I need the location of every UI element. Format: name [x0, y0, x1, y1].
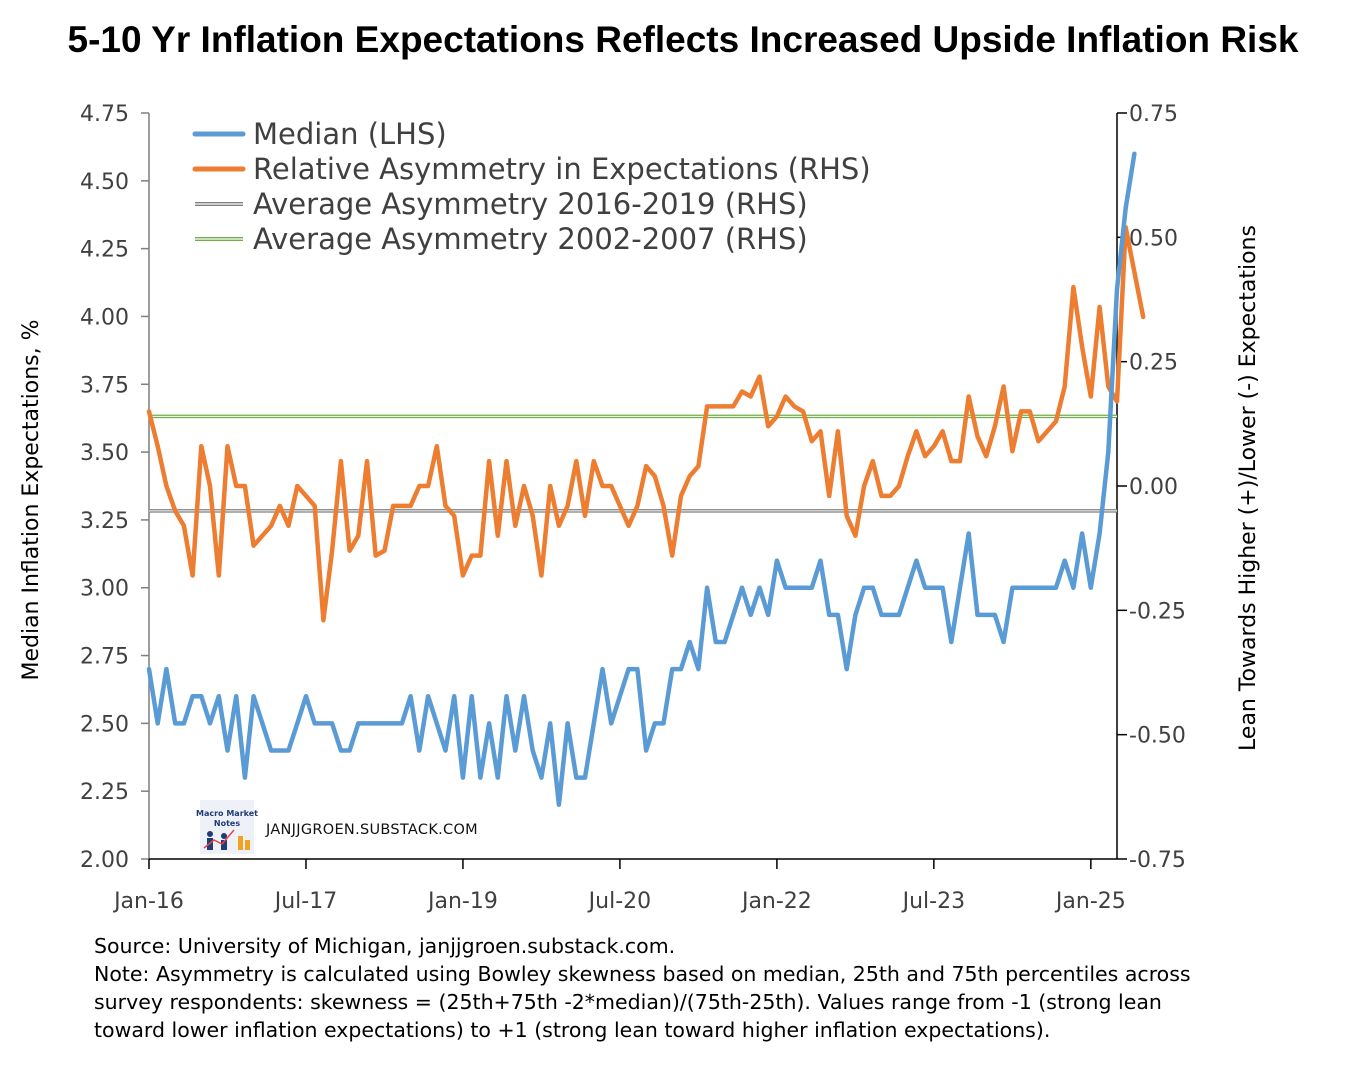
- left-tick-label: 2.00: [80, 848, 129, 873]
- left-tick-label: 4.25: [80, 238, 129, 263]
- method-note-line-2: survey respondents: skewness = (25th+75t…: [94, 990, 1162, 1014]
- method-note-line-1: Note: Asymmetry is calculated using Bowl…: [94, 962, 1191, 986]
- left-tick-label: 3.50: [80, 441, 129, 466]
- legend-label: Average Asymmetry 2002-2007 (RHS): [253, 222, 808, 256]
- left-tick-label: 2.75: [80, 645, 129, 670]
- right-tick-label: 0.75: [1129, 102, 1178, 127]
- chart-notes: Source: University of Michigan, janjjgro…: [94, 932, 1344, 1044]
- x-tick-label: Jul-23: [901, 889, 965, 914]
- left-tick-label: 2.50: [80, 712, 129, 737]
- right-tick-label: -0.75: [1129, 848, 1186, 873]
- legend-label: Median (LHS): [253, 117, 447, 151]
- watermark-text: JANJJGROEN.SUBSTACK.COM: [265, 822, 478, 838]
- right-tick-label: 0.00: [1129, 475, 1178, 500]
- left-tick-label: 3.00: [80, 577, 129, 602]
- series-lines: [146, 151, 1146, 807]
- left-tick-label: 3.75: [80, 373, 129, 398]
- macro-market-notes-logo: Macro Market Notes: [196, 800, 258, 854]
- left-tick-label: 3.25: [80, 509, 129, 534]
- chart-title: 5-10 Yr Inflation Expectations Reflects …: [68, 19, 1299, 60]
- logo-line1: Macro Market: [196, 809, 258, 818]
- right-tick-label: 0.50: [1129, 226, 1178, 251]
- watermark: Macro Market Notes JANJJGROEN.SUBSTACK.C…: [196, 800, 478, 854]
- right-tick-label: -0.50: [1129, 724, 1186, 749]
- legend-label: Relative Asymmetry in Expectations (RHS): [253, 152, 871, 186]
- x-axis-ticks: Jan-16 Jul-17 Jan-19 Jul-20 Jan-22 Jul-23 Jan-…: [112, 859, 1126, 914]
- left-axis-ticks: 2.00 2.25 2.50 2.75 3.00 3.25 3.50 3.75 4.00 4.25…: [80, 102, 149, 873]
- logo-line2: Notes: [214, 819, 240, 828]
- y-axis-label-right: Lean Towards Higher (+)/Lower (-) Expect…: [1236, 225, 1261, 751]
- right-tick-label: -0.25: [1129, 599, 1186, 624]
- y-axis-label-left: Median Inflation Expectations, %: [19, 319, 44, 680]
- right-tick-label: 0.25: [1129, 351, 1178, 376]
- series-line-1: [146, 225, 1146, 623]
- series-line-0: [146, 151, 1137, 807]
- legend-label: Average Asymmetry 2016-2019 (RHS): [253, 187, 808, 221]
- left-tick-label: 2.25: [80, 780, 129, 805]
- x-tick-label: Jul-17: [273, 889, 337, 914]
- x-tick-label: Jan-25: [1054, 889, 1126, 914]
- left-tick-label: 4.75: [80, 102, 129, 127]
- source-note: Source: University of Michigan, janjjgro…: [94, 934, 676, 958]
- legend: Median (LHS)Relative Asymmetry in Expect…: [192, 117, 871, 256]
- x-tick-label: Jan-22: [740, 889, 812, 914]
- left-tick-label: 4.00: [80, 305, 129, 330]
- method-note-line-3: toward lower inflation expectations) to …: [94, 1018, 1051, 1042]
- right-axis-ticks: -0.75 -0.50 -0.25 0.00 0.25 0.50 0.75: [1117, 102, 1186, 873]
- left-tick-label: 4.50: [80, 170, 129, 195]
- chart: 5-10 Yr Inflation Expectations Reflects …: [19, 19, 1299, 914]
- x-tick-label: Jan-16: [112, 889, 184, 914]
- x-tick-label: Jan-19: [426, 889, 498, 914]
- x-tick-label: Jul-20: [587, 889, 651, 914]
